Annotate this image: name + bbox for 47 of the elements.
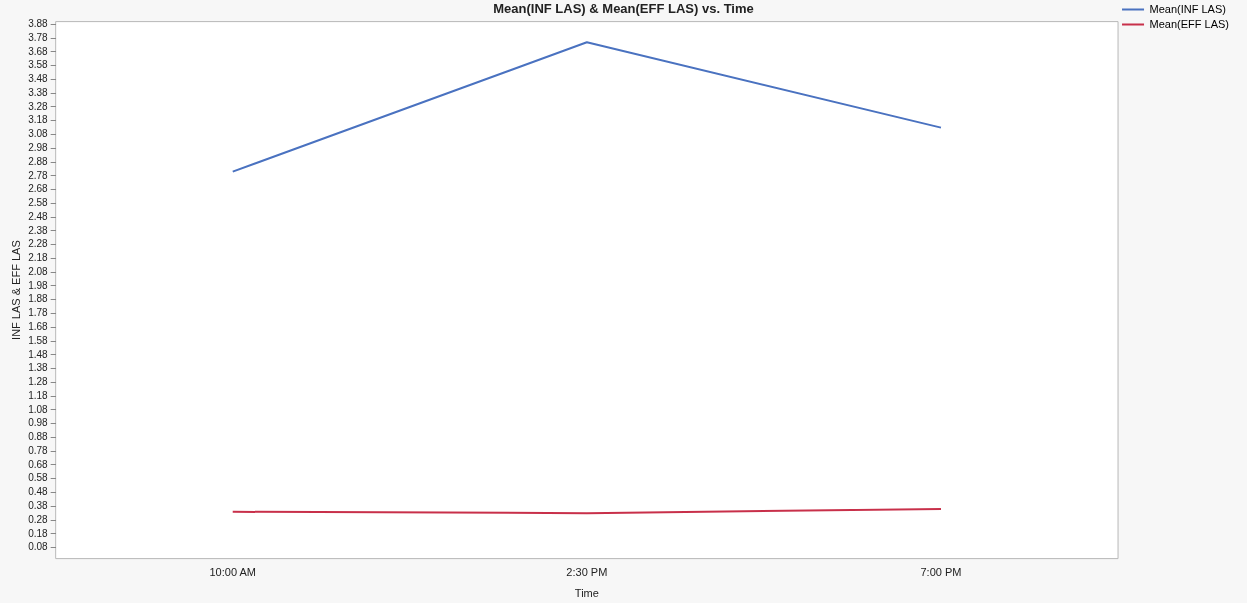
y-tick-label: 0.78 <box>28 444 49 456</box>
y-tick-label: 0.38 <box>28 500 49 512</box>
y-axis-title: INF LAS & EFF LAS <box>9 240 22 340</box>
y-tick-label: 3.38 <box>28 86 49 98</box>
y-tick-label: 0.48 <box>28 486 49 498</box>
y-tick-label: 2.78 <box>28 169 49 181</box>
y-tick-label: 1.98 <box>28 279 49 291</box>
x-axis-title: Time <box>574 587 599 600</box>
y-tick-label: 3.28 <box>28 100 49 112</box>
y-tick-label: 3.68 <box>28 45 49 57</box>
x-tick-label: 7:00 PM <box>920 566 962 579</box>
y-tick-label: 2.08 <box>28 265 49 277</box>
y-tick-label: 2.48 <box>28 210 49 222</box>
y-tick-label: 1.28 <box>28 376 49 388</box>
y-tick-label: 0.28 <box>28 513 49 525</box>
x-tick-label: 10:00 AM <box>209 566 256 579</box>
y-tick-label: 3.18 <box>28 114 49 126</box>
chart-title: Mean(INF LAS) & Mean(EFF LAS) vs. Time <box>493 1 754 17</box>
legend-label: Mean(EFF LAS) <box>1149 17 1229 30</box>
y-tick-label: 3.58 <box>28 59 49 71</box>
y-tick-label: 1.78 <box>28 307 49 319</box>
y-tick-label: 2.28 <box>28 238 49 250</box>
y-tick-label: 3.88 <box>28 18 49 30</box>
y-tick-label: 1.88 <box>28 293 49 305</box>
y-tick-label: 0.88 <box>28 431 49 443</box>
y-tick-label: 1.08 <box>28 403 49 415</box>
y-tick-label: 1.58 <box>28 334 49 346</box>
y-tick-label: 3.08 <box>28 128 49 140</box>
y-tick-label: 2.18 <box>28 252 49 264</box>
y-tick-label: 1.38 <box>28 362 49 374</box>
y-tick-label: 1.18 <box>28 389 49 401</box>
y-tick-label: 1.48 <box>28 348 49 360</box>
y-tick-label: 2.88 <box>28 155 49 167</box>
y-tick-label: 0.68 <box>28 458 49 470</box>
y-tick-label: 2.58 <box>28 197 49 209</box>
y-tick-label: 0.58 <box>28 472 49 484</box>
y-tick-label: 0.98 <box>28 417 49 429</box>
y-tick-label: 2.68 <box>28 183 49 195</box>
y-tick-label: 0.18 <box>28 527 49 539</box>
legend-label: Mean(INF LAS) <box>1149 2 1226 15</box>
x-tick-label: 2:30 PM <box>566 566 608 579</box>
y-tick-label: 0.08 <box>28 541 49 553</box>
y-tick-label: 3.48 <box>28 73 49 85</box>
y-tick-label: 3.78 <box>28 31 49 43</box>
y-tick-label: 1.68 <box>28 321 49 333</box>
y-tick-label: 2.98 <box>28 142 49 154</box>
y-tick-label: 2.38 <box>28 224 49 236</box>
